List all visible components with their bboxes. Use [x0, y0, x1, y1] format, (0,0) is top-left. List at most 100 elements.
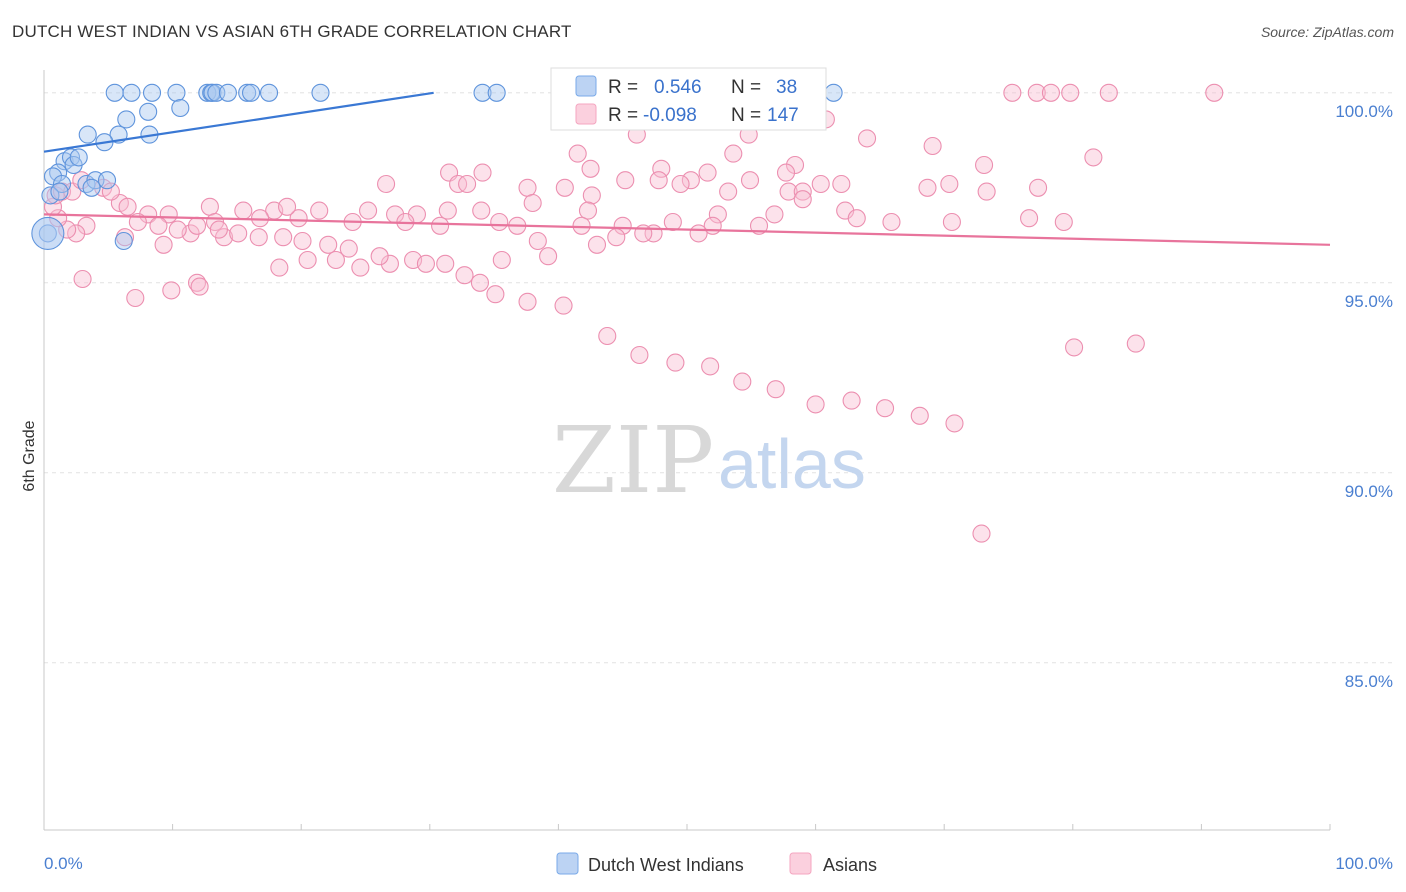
x-ticks [43, 824, 1331, 830]
data-point-dutch-west-indians [218, 83, 237, 102]
chart-title: DUTCH WEST INDIAN VS ASIAN 6TH GRADE COR… [12, 22, 572, 41]
bottom-legend-swatch-dutch-west-indians [556, 852, 579, 875]
data-point-dutch-west-indians-cluster [31, 216, 65, 250]
data-point-asians [159, 205, 178, 224]
data-point-asians [200, 197, 219, 216]
data-point-asians [1205, 83, 1224, 102]
data-point-dutch-west-indians [78, 125, 97, 144]
data-point-asians [811, 174, 830, 194]
data-point-asians [749, 216, 769, 235]
data-point-dutch-west-indians [139, 102, 158, 121]
data-point-asians [918, 178, 937, 197]
data-point-dutch-west-indians [203, 83, 222, 102]
legend-r-value-asians: -0.098 [643, 105, 697, 126]
data-point-asians [724, 144, 743, 163]
data-point-asians [882, 212, 901, 232]
data-point-asians [351, 258, 370, 277]
data-point-asians [766, 380, 785, 399]
data-point-asians [793, 182, 812, 201]
data-point-asians [431, 216, 450, 235]
data-point-dutch-west-indians [122, 83, 141, 102]
gridlines [44, 92, 1393, 664]
data-point-asians [832, 174, 851, 194]
data-point-asians [793, 190, 812, 209]
bottom-legend-label-asians: Asians [823, 855, 877, 875]
trend-lines [43, 91, 1331, 246]
data-point-asians [1027, 83, 1046, 102]
bottom-legend-label-dutch-west-indians: Dutch West Indians [588, 855, 744, 875]
data-point-asians [490, 212, 509, 232]
data-point-asians [616, 171, 635, 190]
legend-swatch-dutch-west-indians [575, 75, 597, 97]
data-point-asians [458, 174, 477, 194]
data-point-asians [472, 201, 491, 220]
data-point-asians [77, 216, 96, 235]
data-point-asians [209, 220, 228, 239]
data-point-asians [67, 224, 86, 243]
data-point-asians [139, 205, 158, 224]
data-point-asians [101, 182, 120, 201]
data-point-asians [572, 216, 591, 235]
data-point-asians [698, 163, 717, 182]
data-point-dutch-west-indians [241, 83, 261, 102]
data-point-asians [1054, 212, 1073, 232]
data-point-dutch-west-indians [114, 231, 133, 251]
data-point-asians [1126, 334, 1145, 353]
data-point-asians [73, 269, 92, 289]
bottom-legend-swatch-asians [789, 852, 812, 875]
data-point-asians [1003, 83, 1022, 102]
data-point-asians [1041, 83, 1060, 102]
source-label: Source: ZipAtlas.com [1260, 24, 1394, 40]
data-point-asians [126, 288, 145, 308]
data-point-dutch-west-indians [487, 83, 506, 102]
data-point-asians [842, 391, 861, 410]
data-point-asians [923, 136, 942, 156]
data-point-asians [578, 201, 598, 220]
data-point-asians [555, 178, 574, 197]
data-point-asians [289, 209, 308, 228]
data-point-asians [598, 326, 617, 346]
data-point-asians [587, 235, 607, 254]
data-point-asians [298, 250, 317, 270]
data-point-asians [380, 254, 399, 273]
series-dutch-west-indians [31, 83, 843, 251]
data-point-asians [319, 235, 338, 254]
legend: R = 0.546 N = 38 R = -0.098 N = 147 [550, 67, 827, 131]
y-axis-title: 6th Grade [21, 420, 38, 491]
data-point-dutch-west-indians [117, 110, 136, 129]
legend-box [550, 67, 827, 131]
data-point-asians [1099, 83, 1118, 102]
data-point-asians [806, 395, 825, 414]
data-point-asians [416, 254, 435, 273]
x-tick-label-max: 100.0% [1335, 854, 1393, 873]
data-point-asians [370, 247, 389, 266]
data-point-asians [875, 399, 895, 418]
data-point-dutch-west-indians [142, 83, 162, 102]
data-point-asians [910, 406, 929, 425]
data-point-asians [942, 212, 961, 232]
data-point-asians [310, 201, 329, 220]
y-tick-label: 85.0% [1345, 672, 1393, 691]
data-point-asians [613, 216, 632, 235]
data-point-asians [486, 285, 505, 304]
data-point-asians [518, 178, 537, 197]
data-point-asians [857, 129, 877, 148]
data-point-asians [733, 372, 752, 391]
data-point-asians [470, 273, 490, 292]
data-point-dutch-west-indians [473, 83, 492, 102]
legend-n-value-asians: 147 [767, 105, 799, 126]
data-point-asians [293, 231, 312, 251]
data-point-asians [528, 231, 547, 251]
y-tick-label: 100.0% [1335, 102, 1393, 121]
data-point-dutch-west-indians [311, 83, 330, 102]
y-tick-labels: 85.0% 90.0% 95.0% 100.0% [1335, 102, 1393, 691]
data-point-dutch-west-indians [105, 83, 124, 102]
data-point-asians [278, 197, 297, 216]
watermark: ZIP atlas [552, 407, 866, 514]
data-point-asians [689, 224, 708, 243]
data-point-asians [649, 171, 668, 190]
data-point-asians [945, 414, 964, 433]
data-point-asians [1065, 338, 1084, 357]
watermark-atlas: atlas [718, 425, 866, 503]
